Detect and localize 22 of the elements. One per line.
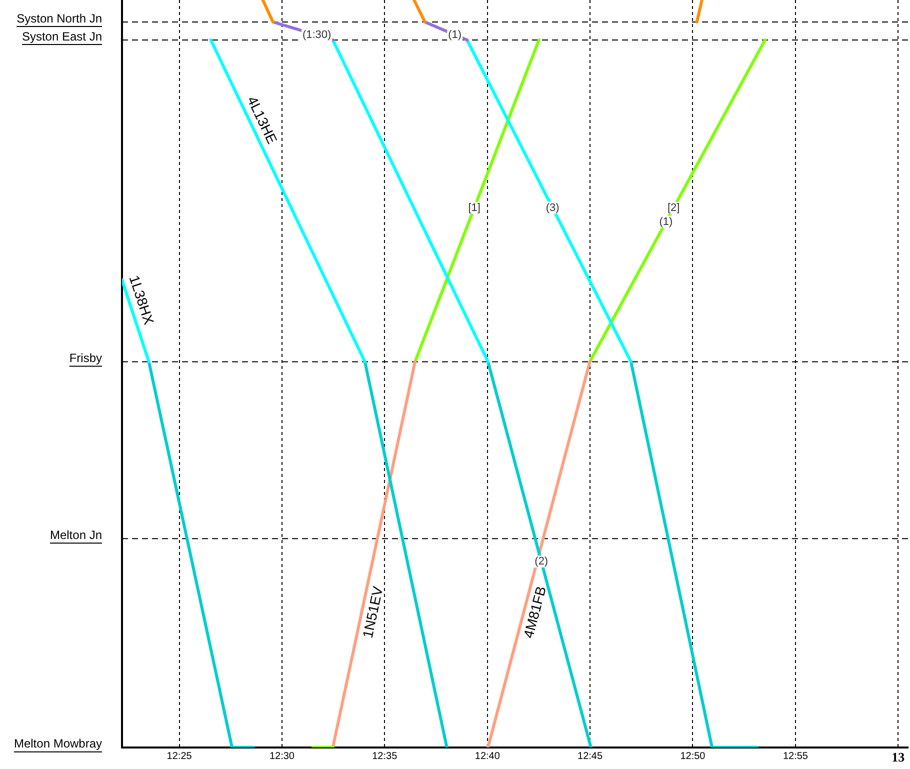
ref-line-label: Melton Jn <box>50 528 102 542</box>
x-tick-label: 12:30 <box>269 751 295 762</box>
text: 1N51EV <box>359 584 386 640</box>
annotation: (1:30) <box>302 29 332 42</box>
annotation: (1) <box>659 216 673 228</box>
text: 4M81FB <box>520 584 550 640</box>
x-tick-label: 12:55 <box>782 751 808 762</box>
x-tick-label: 12:25 <box>166 751 192 762</box>
x-tick-label: 12:40 <box>474 751 500 762</box>
annotation: [2] <box>667 202 680 214</box>
x-tick-label: 12:45 <box>578 751 603 762</box>
ref-line-label: Frisby <box>69 351 102 366</box>
ref-line-label: Syston East Jn <box>22 29 102 44</box>
annotation: (1) <box>448 28 462 41</box>
x-tick-label: 13 <box>892 750 906 765</box>
annotation: (2) <box>534 556 548 568</box>
annotation: (3) <box>546 202 560 214</box>
text: Melton Mowbray <box>14 736 102 751</box>
x-tick-label: 12:50 <box>680 751 706 762</box>
annotation: [1] <box>468 202 480 214</box>
x-tick-label: 12:35 <box>372 751 398 762</box>
ref-line-label: Syston North Jn <box>16 11 102 26</box>
